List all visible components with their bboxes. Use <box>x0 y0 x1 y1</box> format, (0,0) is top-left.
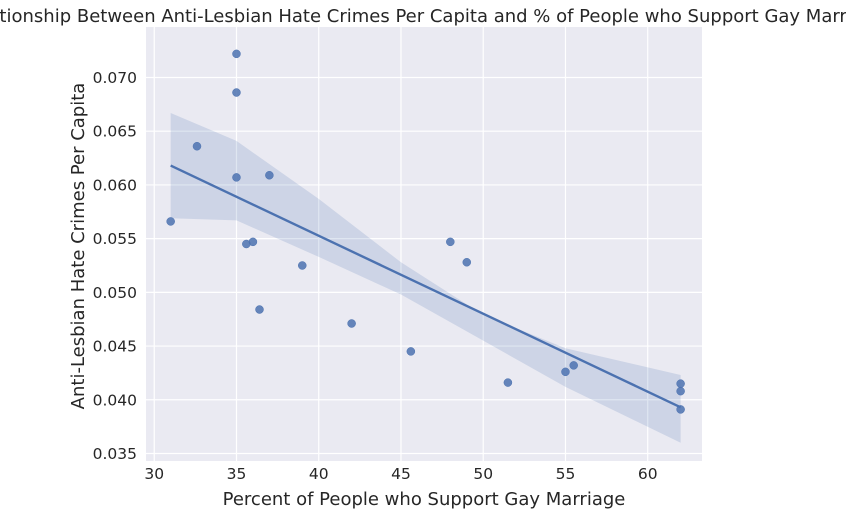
y-tick-label: 0.035 <box>93 445 137 463</box>
y-tick-label: 0.070 <box>93 69 137 87</box>
x-tick-label: 55 <box>556 465 576 483</box>
scatter-point <box>265 170 274 180</box>
x-tick-label: 30 <box>144 465 164 483</box>
plot-area <box>146 27 702 461</box>
scatter-point <box>569 361 578 370</box>
scatter-point <box>676 379 685 388</box>
y-tick-label: 0.050 <box>93 284 137 302</box>
scatter-point <box>446 237 455 247</box>
x-axis-label: Percent of People who Support Gay Marria… <box>223 489 626 510</box>
scatter-point <box>406 347 416 356</box>
x-tick-label: 60 <box>638 465 658 483</box>
y-axis-label: Anti-Lesbian Hate Crimes Per Capita <box>68 83 89 410</box>
scatter-point <box>676 386 685 396</box>
x-tick-label: 35 <box>227 465 247 483</box>
y-tick-label: 0.045 <box>93 338 137 356</box>
y-tick-label: 0.065 <box>93 123 137 141</box>
x-axis-ticks: 30 35 40 45 50 55 60 <box>144 465 657 483</box>
scatter-point <box>561 367 570 377</box>
scatter-point <box>503 378 513 387</box>
x-tick-label: 45 <box>391 465 411 483</box>
grid <box>146 27 702 461</box>
scatter-point <box>462 258 472 267</box>
scatter-point <box>232 88 241 97</box>
y-tick-label: 0.055 <box>93 230 137 248</box>
x-tick-label: 40 <box>309 465 329 483</box>
scatter-point <box>347 319 356 328</box>
confidence-band <box>170 112 681 443</box>
confidence-band-layer <box>170 112 681 443</box>
y-tick-label: 0.060 <box>93 176 137 194</box>
scatter-point <box>676 405 685 414</box>
scatter-point <box>298 261 307 270</box>
regression-line-layer <box>170 164 682 409</box>
scatter-points <box>166 49 685 414</box>
x-tick-label: 50 <box>473 465 493 483</box>
scatter-point <box>192 141 202 151</box>
scatter-point <box>255 305 264 314</box>
y-tick-label: 0.040 <box>93 391 137 409</box>
y-axis-ticks: 0.035 0.040 0.045 0.050 0.055 0.060 0.065 0.070 <box>93 69 137 463</box>
regression-line <box>170 164 682 409</box>
scatter-point <box>232 173 241 182</box>
chart-title: Relationship Between Anti-Lesbian Hate C… <box>0 6 846 27</box>
scatter-point <box>166 217 175 226</box>
scatter-point <box>232 49 241 59</box>
scatter-point <box>248 237 258 247</box>
